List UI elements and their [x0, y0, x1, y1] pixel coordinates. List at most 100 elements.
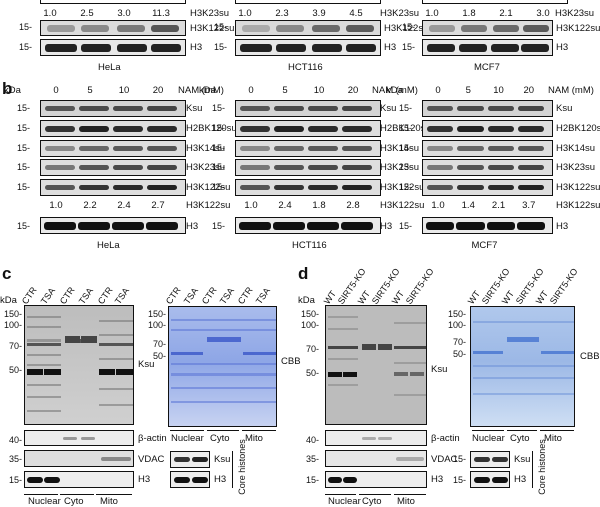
mw-marker: 15- [401, 42, 415, 52]
mw-marker: 70- [8, 341, 22, 351]
band [307, 222, 339, 230]
fraction-label: Nuclear [472, 433, 505, 444]
ratio-value: 1.8 [312, 200, 326, 211]
mw-marker: 15- [16, 221, 30, 231]
lane-label: SIRT5-KO [403, 266, 436, 306]
blot-h3-d [325, 471, 427, 488]
band [147, 185, 177, 190]
ratio-label: H3K122su [380, 200, 425, 211]
blot-h3-hela [40, 39, 186, 56]
panel-letter: b [2, 79, 13, 98]
band [427, 185, 454, 190]
blot-h3k14su-0 [40, 140, 186, 157]
mw-marker: 15- [16, 103, 30, 113]
lane-label: CTR [163, 285, 183, 306]
row-label: H3K14su [556, 143, 596, 154]
ratio-value: 1.0 [49, 200, 63, 211]
ratio-label-visible: H3K23su [380, 8, 420, 19]
band [427, 165, 454, 170]
mw-marker: 15- [16, 162, 30, 172]
dose-value: 5 [465, 85, 471, 96]
dose-value: 0 [53, 85, 59, 96]
row-label: H3K23su [380, 162, 420, 173]
blot-h3-c [24, 471, 134, 488]
fraction-label: Mito [397, 496, 415, 507]
dose-value: 10 [118, 85, 130, 96]
band [457, 165, 484, 170]
mw-marker: 15- [398, 143, 412, 153]
row-label: H2BK120su [556, 123, 600, 134]
blot-h3k122su-hct116 [235, 20, 381, 36]
dose-value: 10 [313, 85, 325, 96]
blot-core-h3-d [470, 471, 510, 488]
ratio-value: 2.7 [151, 200, 165, 211]
band [147, 165, 177, 170]
blot-h3-b-1 [235, 217, 381, 234]
nam-label: NAM (mM) [178, 85, 224, 96]
band [457, 185, 484, 190]
band [487, 146, 514, 151]
ratio-label: H3K122su [556, 200, 600, 211]
fraction-bracket [325, 494, 356, 495]
mw-marker: 40- [305, 435, 319, 445]
band [147, 106, 177, 111]
mw-marker: 150- [300, 309, 319, 319]
fraction-label: Mito [544, 433, 562, 444]
band [240, 146, 270, 151]
band [487, 185, 514, 190]
row-label: H3K122su [380, 182, 425, 193]
band [79, 106, 109, 111]
blot-h2bk120su-2 [422, 120, 553, 137]
blot-h2bk120su-1 [235, 120, 381, 137]
cell-line-label: HCT116 [288, 62, 323, 73]
blot-h3-hct116 [235, 39, 381, 56]
blot-h3k14su-1 [235, 140, 381, 157]
fraction-label: Nuclear [328, 496, 361, 507]
dose-value: 0 [248, 85, 254, 96]
nam-label: NAM (mM) [372, 85, 418, 96]
dose-value: 0 [435, 85, 441, 96]
cbb-gel-c [168, 306, 277, 427]
row-label: H3K122su [556, 23, 600, 34]
kda-label: kDa [4, 85, 21, 96]
band [487, 106, 514, 111]
dose-value: 5 [282, 85, 288, 96]
blot-label: Ksu [431, 364, 448, 375]
row-label: Ksu [214, 454, 231, 465]
band [308, 165, 338, 170]
band [113, 146, 143, 151]
band [516, 222, 545, 230]
blot-cutoff-hct116 [235, 0, 381, 4]
blot-beta-actin-c [24, 430, 134, 446]
fraction-label: Mito [100, 496, 118, 507]
cell-line-label: MCF7 [471, 240, 498, 251]
mw-marker: 100- [3, 320, 22, 330]
cbb-label: CBB [580, 351, 600, 362]
fraction-bracket [394, 494, 426, 495]
ratio-value: 1.0 [244, 200, 258, 211]
ratio-value: 2.1 [499, 8, 513, 19]
ratio-label: H3K122su [186, 200, 231, 211]
ratio-label: H3K23su [190, 8, 230, 19]
band [112, 222, 144, 230]
band [341, 222, 373, 230]
row-label: H3K122su [190, 23, 235, 34]
ratio-value: 2.3 [275, 8, 289, 19]
band [113, 185, 143, 190]
band [273, 222, 305, 230]
mw-marker: 15- [18, 42, 32, 52]
band [308, 185, 338, 190]
blot-h3-b-0 [40, 217, 186, 234]
lane-label: CTR [235, 285, 255, 306]
row-label: H3K122su [384, 23, 429, 34]
blot-h3k122su-0 [40, 179, 186, 196]
row-label: Ksu [186, 103, 203, 114]
fraction-label: Cyto [64, 496, 84, 507]
row-label: H2BK120su [380, 123, 431, 134]
mw-marker: 15- [452, 454, 466, 464]
band [239, 222, 271, 230]
fraction-label: Nuclear [28, 496, 61, 507]
band [79, 126, 109, 132]
row-label: H3K122su [186, 182, 231, 193]
fraction-bracket [24, 494, 58, 495]
